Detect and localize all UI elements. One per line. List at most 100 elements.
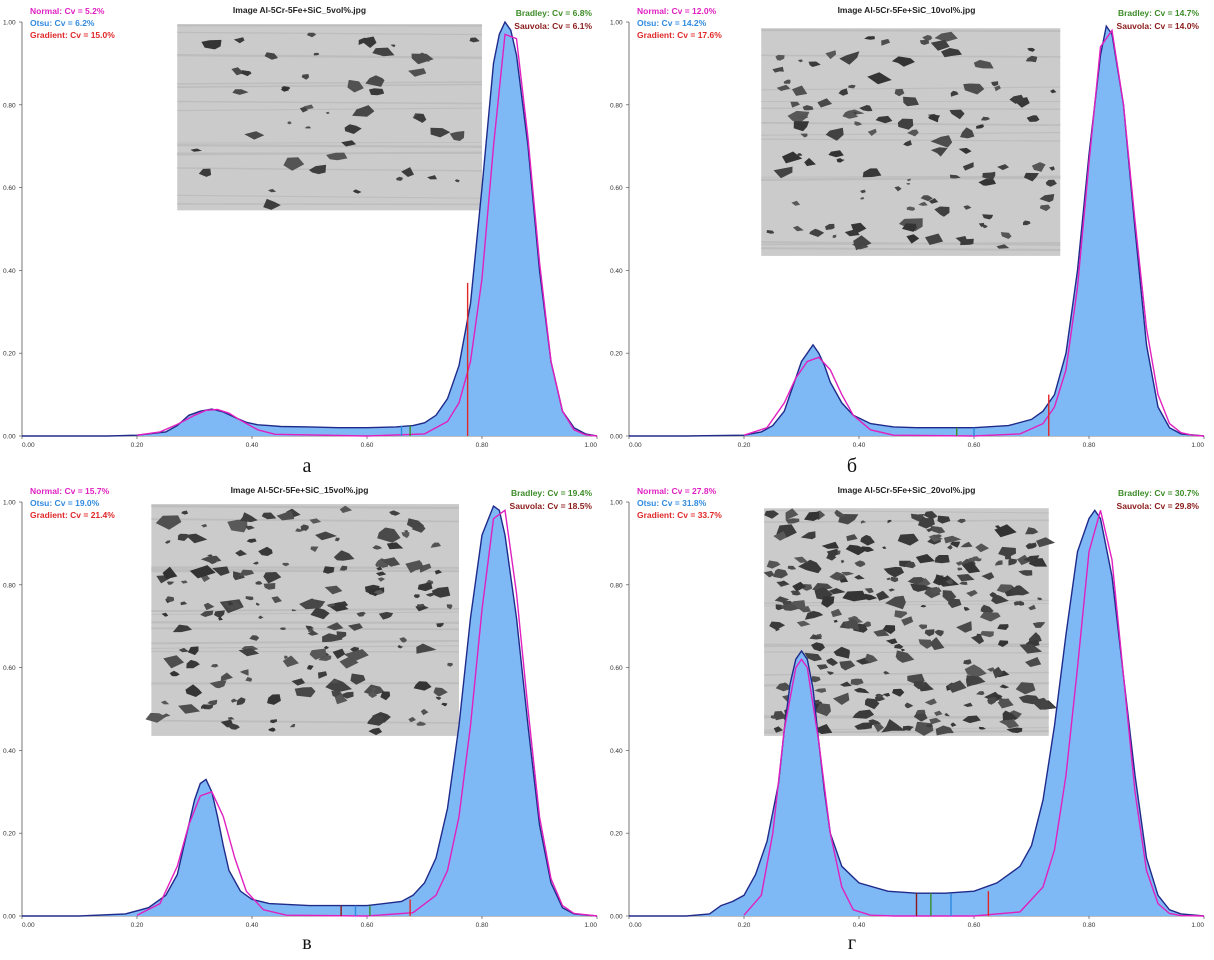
sic-particle [1019,643,1043,654]
sic-particle [864,36,875,40]
sic-particle [895,650,915,663]
sic-particle [996,584,1013,593]
sic-particle [881,38,891,46]
sic-particle [863,593,878,601]
sic-particle [841,571,855,576]
sic-particle [965,677,982,687]
sic-particle [773,531,787,541]
sic-particle [413,681,432,691]
histogram-area [22,506,597,916]
histogram-panel-a: 0.00 0.20 0.40 0.60 0.80 1.00 0.00 0.20 0.40 0.60… [0,0,607,452]
sic-particle [960,541,973,548]
sic-particle [960,238,974,246]
sic-particle [401,532,410,539]
micrograph-streak [151,645,460,649]
sic-particle [903,140,912,147]
sic-particle [416,721,427,726]
sic-particle [376,566,383,571]
sic-particle [926,527,933,533]
sic-particle [854,560,866,568]
sic-particle [828,588,846,595]
sic-particle [960,127,975,139]
sic-particle [821,596,835,608]
sic-particle [244,131,265,140]
legend-entry-left: Gradient: Cv = 21.4% [30,510,115,520]
sic-particle [373,589,384,595]
sic-particle [984,691,1003,702]
sic-particle [949,109,965,120]
sic-particle [430,542,441,548]
sic-particle [449,131,465,141]
y-tick-label: 0.60 [610,185,623,192]
sic-particle [413,594,420,599]
sic-particle [861,546,875,553]
y-tick-label: 0.80 [3,102,16,109]
sic-particle [821,541,839,549]
x-tick-label: 1.00 [584,922,597,929]
x-tick-label: 0.20 [738,442,751,449]
sic-particle [922,35,933,41]
sic-particle [766,230,775,234]
sic-particle [310,607,330,620]
sic-particle [997,640,1009,647]
sic-particle [365,75,385,87]
sic-particle [227,717,235,720]
histogram-chart-d: 0.00 0.20 0.40 0.60 0.80 1.00 0.00 0.20 0.40 0.60… [610,485,1204,929]
sic-particle [930,39,950,51]
micrograph-streak [151,719,460,724]
y-tick-label: 1.00 [3,500,16,507]
histogram-panel-b: 0.00 0.20 0.40 0.60 0.80 1.00 0.00 0.20 0.40 0.60… [607,0,1214,452]
sic-particle [417,582,433,592]
sic-particle [897,533,919,546]
sic-particle [887,519,892,524]
x-tick-label: 1.00 [1191,442,1204,449]
legend-entry-left: Gradient: Cv = 17.6% [637,30,722,40]
x-tick-label: 0.40 [853,442,866,449]
sic-particle [190,148,202,152]
sic-particle [918,624,927,630]
sic-particle [284,655,288,660]
chart-title: Image Al-5Cr-5Fe+SiC_10vol%.jpg [838,5,976,15]
sic-particle [814,688,827,693]
sic-particle [932,534,943,539]
sic-particle [864,698,880,710]
sic-particle [303,104,314,110]
sic-particle [1015,682,1036,695]
sic-particle [207,699,218,706]
sic-particle [305,625,314,631]
sic-particle [925,233,944,245]
sic-particle [833,646,850,659]
sic-particle [970,634,985,645]
panel-caption-d: г [847,932,857,954]
micrograph-streak [151,607,460,613]
normal-fit-line [136,33,598,437]
sic-particle [773,726,783,733]
sic-particle [825,127,844,141]
sic-particle [928,198,939,204]
sic-particle [276,510,295,521]
sic-particle [797,153,803,156]
sic-particle [372,47,395,57]
sic-particle [962,715,981,724]
sic-particle [804,652,823,662]
sic-particle [987,667,995,672]
sic-particle [406,518,425,529]
sic-particle [238,569,255,576]
sic-particle [1031,162,1046,172]
sic-particle [875,693,884,699]
sic-particle [300,524,309,531]
sic-particle [906,206,916,211]
sic-particle [270,719,277,724]
sic-particle [997,624,1009,630]
sic-particle [966,589,978,597]
normal-fit-line [136,509,598,917]
sic-particle [166,581,175,585]
x-tick-label: 0.80 [1083,922,1096,929]
sic-particle [793,121,809,132]
legend-entry-right: Bradley: Cv = 6.8% [516,8,593,18]
sic-particle [352,105,375,117]
sic-particle [781,682,788,687]
micrograph-streak [764,509,1049,514]
sic-particle [930,525,946,534]
x-tick-label: 0.80 [1083,442,1096,449]
